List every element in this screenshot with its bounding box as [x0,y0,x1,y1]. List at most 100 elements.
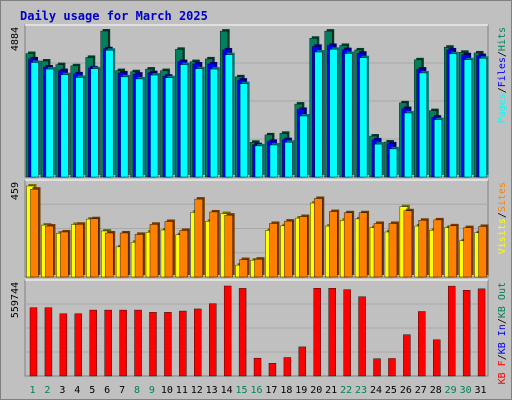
bar-pages-day-23 [359,55,370,178]
x-tick-label: 26 [400,385,412,396]
bar-sites-day-26 [403,208,414,278]
bar-sites-day-23 [358,210,370,278]
bar-sites-day-25 [388,221,399,278]
bar-kb-f-day-28 [433,339,441,377]
x-tick-label: 1 [29,385,35,396]
bar-kb-f-day-31 [477,288,486,377]
bar-sites-day-29 [448,223,459,278]
y-max-label: 459 [10,182,21,200]
x-tick-label: 31 [475,385,487,396]
bar-kb-f-day-12 [194,308,202,377]
bar-pages-day-18 [284,140,295,178]
bar-kb-f-day-15 [238,288,247,377]
bar-kb-f-day-29 [447,285,456,377]
bar-kb-f-day-18 [283,357,292,377]
x-tick-label: 22 [340,385,352,396]
bar-pages-day-6 [105,48,116,178]
bar-sites-day-22 [343,210,355,278]
bar-pages-day-7 [120,74,131,178]
bar-kb-f-day-23 [358,296,366,377]
bar-sites-day-31 [478,224,489,278]
legend-entry: Pages [497,93,508,123]
x-tick-label: 2 [44,385,50,396]
bar-kb-f-day-20 [313,288,321,377]
bar-pages-day-26 [404,111,414,178]
bar-kb-f-day-7 [119,309,127,377]
x-tick-label: 5 [89,385,95,396]
bar-kb-f-day-27 [418,311,426,377]
legend-entry: / [497,212,508,218]
legend-entry: Sites [497,182,508,212]
bar-sites-day-14 [224,213,235,278]
bar-pages-day-15 [239,81,250,178]
bar-kb-f-day-4 [74,313,83,377]
x-tick-label: 3 [59,385,65,396]
bar-kb-f-day-16 [253,357,262,377]
bar-pages-day-29 [448,51,459,178]
bar-sites-day-3 [60,229,71,278]
x-tick-label: 14 [221,385,233,396]
bar-kb-f-day-1 [29,307,38,377]
x-tick-label: 9 [149,385,155,396]
bar-kb-f-day-25 [388,358,396,377]
bar-sites-day-16 [254,257,265,278]
bar-pages-day-30 [463,57,474,178]
bar-sites-day-7 [119,230,131,278]
bar-kb-f-day-24 [373,358,381,377]
x-tick-label: 18 [280,385,292,396]
x-tick-label: 16 [250,385,262,396]
x-tick-label: 4 [74,385,80,396]
y-max-label: 559744 [10,282,21,318]
bar-kb-f-day-22 [343,289,351,377]
chart-title: Daily usage for March 2025 [20,9,208,23]
bar-kb-f-day-9 [149,312,157,377]
legend-entry: Hits [497,27,508,51]
x-tick-label: 30 [460,385,472,396]
x-tick-label: 28 [430,385,442,396]
bar-pages-day-4 [75,75,86,178]
legend-entry: / [497,87,508,93]
bar-pages-day-1 [30,60,41,178]
bar-sites-day-21 [329,209,340,278]
bar-kb-f-day-3 [59,313,68,377]
x-tick-label: 19 [295,385,307,396]
x-tick-label: 25 [385,385,397,396]
x-tick-label: 6 [104,385,110,396]
bar-kb-f-day-11 [179,310,187,377]
bar-pages-day-16 [254,143,265,178]
bar-pages-day-8 [135,76,146,178]
bar-pages-day-28 [434,117,444,178]
bar-pages-day-17 [269,143,280,178]
x-tick-label: 20 [310,385,322,396]
bar-kb-f-day-14 [223,285,232,377]
bar-pages-day-19 [299,114,310,178]
bar-kb-f-day-8 [134,309,142,377]
x-tick-label: 8 [134,385,140,396]
bar-pages-day-25 [389,146,399,178]
bar-sites-day-13 [209,209,220,278]
x-tick-label: 29 [445,385,457,396]
bar-pages-day-31 [478,56,489,178]
bar-kb-f-day-13 [209,303,217,377]
bar-kb-f-day-10 [164,312,172,377]
bar-pages-day-22 [344,51,355,178]
bar-sites-day-19 [299,214,310,278]
bar-kb-f-day-2 [44,307,53,377]
bar-kb-f-day-6 [104,309,112,377]
bar-kb-f-day-26 [403,334,411,377]
bar-sites-day-11 [179,228,190,278]
x-tick-label: 21 [325,385,337,396]
bar-sites-day-8 [134,232,146,278]
bar-sites-day-20 [314,196,325,278]
x-tick-label: 15 [236,385,248,396]
bar-sites-day-15 [239,257,250,278]
bar-pages-day-3 [60,72,71,178]
bar-sites-day-9 [149,222,160,278]
bar-pages-day-9 [150,73,160,178]
bar-sites-day-30 [463,225,474,278]
bar-sites-day-24 [373,221,385,278]
y-max-label: 4884 [10,27,21,51]
